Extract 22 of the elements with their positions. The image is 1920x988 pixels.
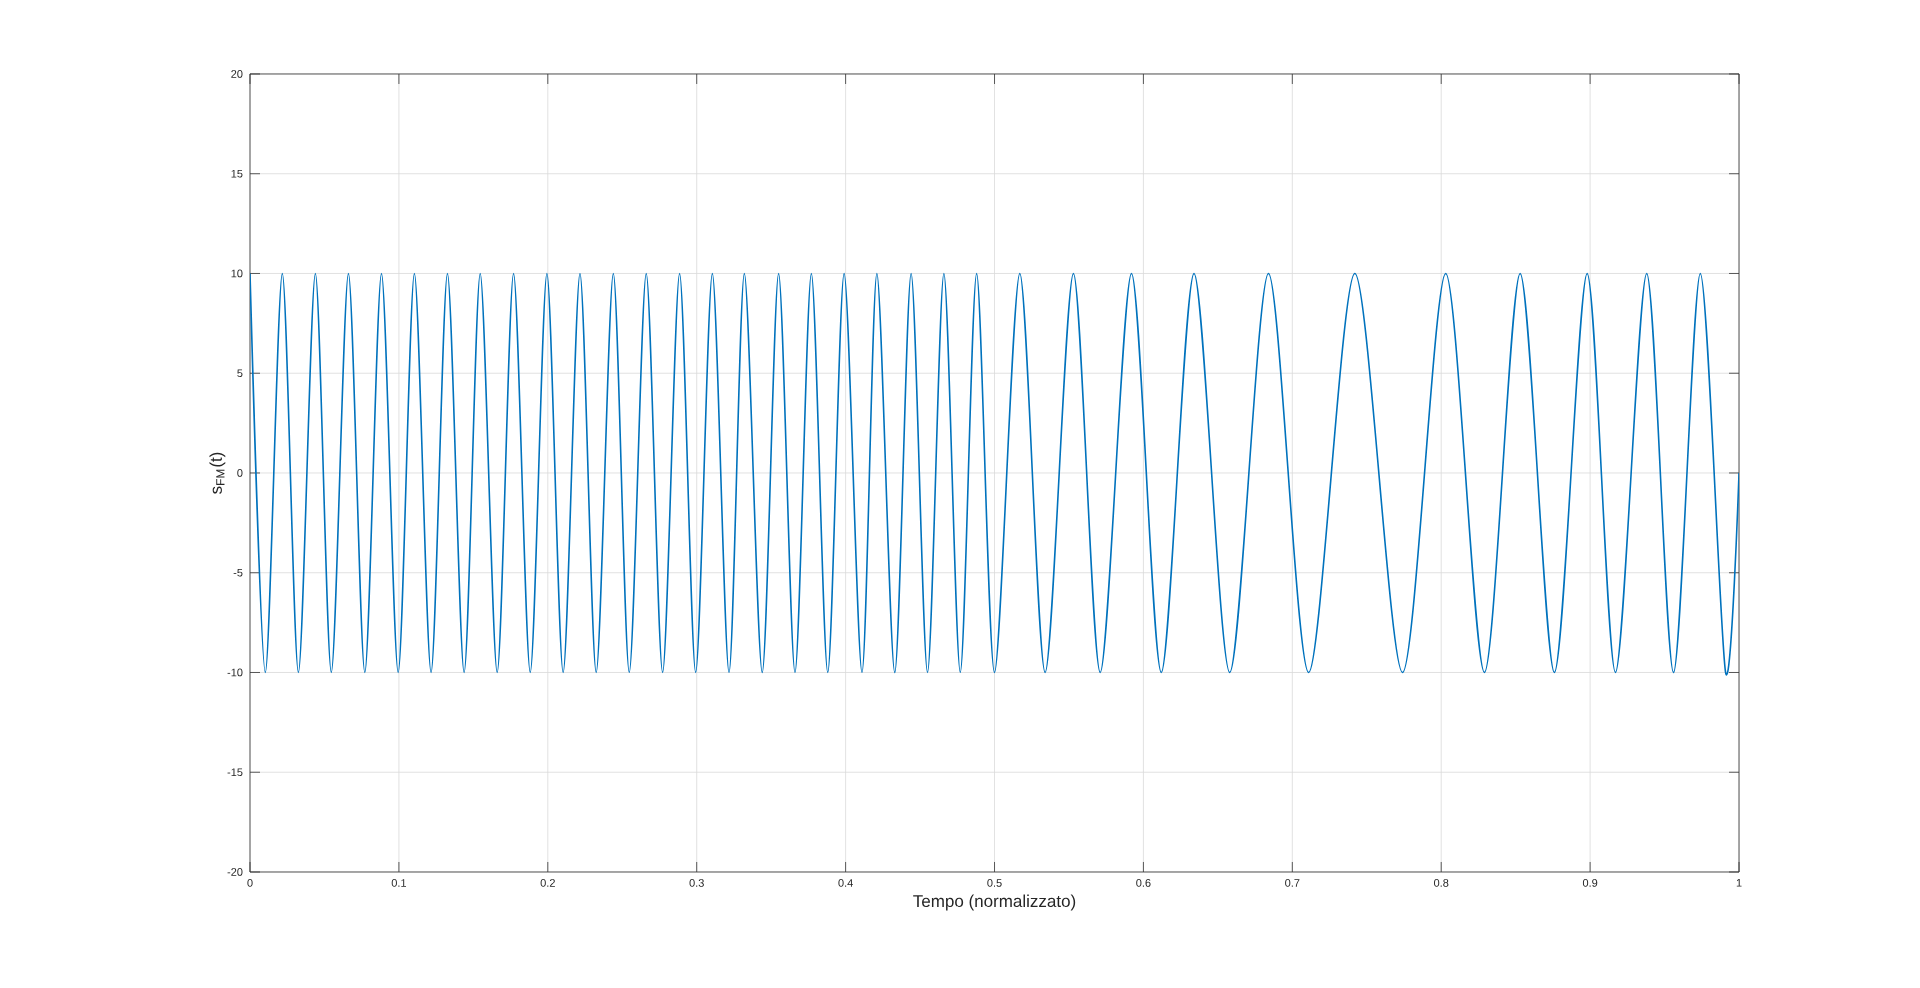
x-tick-label: 0.3 <box>689 879 704 887</box>
x-tick-label: 0.8 <box>1434 879 1449 887</box>
x-tick-label: 0.5 <box>987 879 1002 887</box>
y-tick-label: 10 <box>231 269 243 278</box>
y-tick-label: -15 <box>227 768 243 777</box>
y-tick-label: -10 <box>227 668 243 677</box>
y-tick-label: 20 <box>231 70 243 78</box>
x-tick-label: 0 <box>247 879 253 887</box>
x-tick-label: 1 <box>1736 879 1742 887</box>
x-tick-label: 0.4 <box>838 879 853 887</box>
y-axis-title: s$_{FM}$(t) <box>209 452 226 494</box>
x-axis-title: Tempo (normalizzato) <box>913 894 1076 911</box>
x-tick-label: 0.2 <box>540 879 555 887</box>
y-tick-label: -20 <box>227 868 243 876</box>
x-tick-label: 0.9 <box>1582 879 1598 887</box>
y-tick-label: 5 <box>237 369 243 378</box>
y-tick-label: 0 <box>237 469 243 477</box>
x-tick-label: 0.7 <box>1285 879 1300 887</box>
y-tick-label: 15 <box>231 169 243 178</box>
y-tick-label: -5 <box>233 568 243 577</box>
x-tick-label: 0.6 <box>1136 879 1151 887</box>
x-tick-label: 0.1 <box>391 879 407 887</box>
